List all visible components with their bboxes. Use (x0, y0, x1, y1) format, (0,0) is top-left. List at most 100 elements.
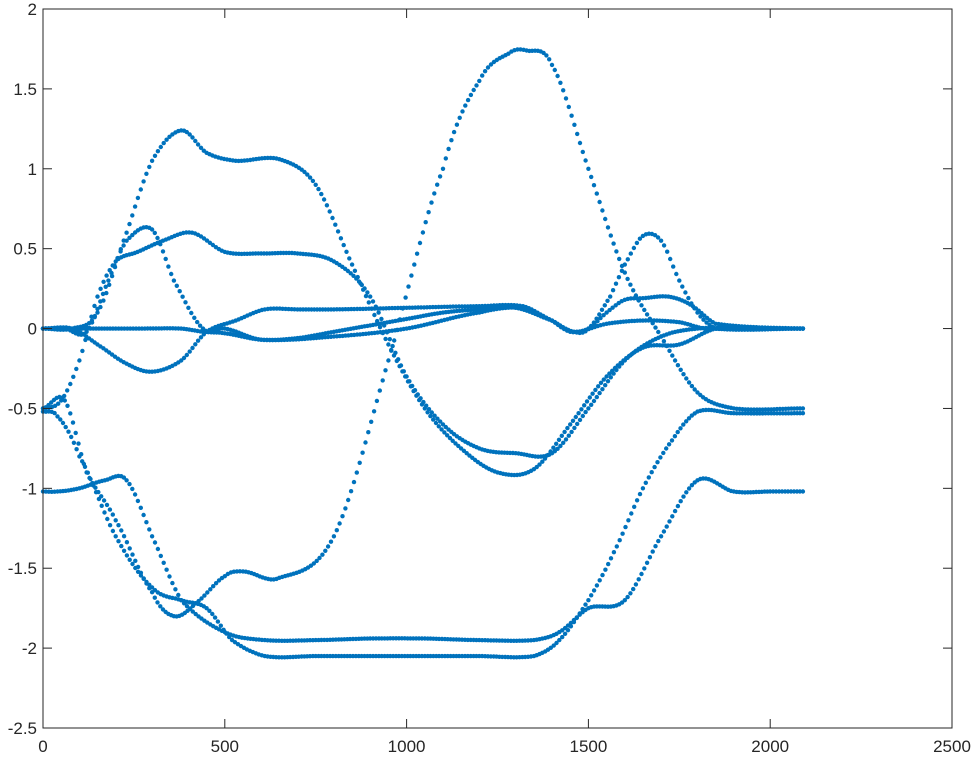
data-point (433, 420, 439, 426)
data-point (463, 103, 468, 108)
x-axis-tick-labels: 0 500 1000 1500 2000 2500 (38, 737, 971, 756)
data-point (380, 378, 385, 383)
data-point (221, 627, 226, 632)
data-point (56, 401, 61, 406)
data-point (195, 338, 201, 343)
data-point (98, 286, 103, 291)
data-point (623, 524, 628, 530)
data-point (611, 371, 616, 376)
data-point (138, 570, 144, 575)
data-point (327, 209, 332, 214)
data-point (383, 336, 388, 342)
data-point (61, 393, 67, 399)
data-point (661, 243, 667, 248)
data-point (592, 321, 597, 327)
data-point (205, 590, 210, 595)
data-point (147, 164, 152, 170)
data-point (554, 640, 559, 646)
data-point (480, 73, 485, 78)
data-point (639, 571, 644, 577)
data-point (559, 433, 564, 438)
data-point (614, 367, 619, 373)
data-point (626, 518, 631, 523)
data-point (565, 425, 570, 431)
data-point (87, 475, 92, 481)
data-point (334, 528, 339, 533)
data-point (158, 604, 163, 609)
data-point (155, 546, 161, 552)
data-point (351, 479, 357, 485)
data-point (580, 606, 585, 612)
data-point (614, 249, 619, 254)
data-point (563, 96, 569, 101)
data-point (196, 598, 201, 604)
data-point (77, 358, 82, 363)
data-point (580, 413, 585, 419)
data-point (317, 555, 322, 561)
data-point (189, 310, 194, 316)
data-point (432, 191, 437, 196)
data-point (83, 337, 88, 343)
data-point (69, 434, 74, 440)
data-point (66, 429, 71, 434)
data-point (617, 256, 622, 262)
data-point (335, 229, 341, 234)
data-point (669, 438, 675, 443)
data-point (409, 273, 414, 278)
data-point (622, 598, 627, 603)
series-4 (40, 47, 806, 619)
data-point (658, 455, 663, 460)
data-point (65, 403, 70, 408)
data-point (655, 460, 660, 465)
data-point (149, 158, 155, 163)
data-point (689, 383, 695, 389)
data-point (684, 490, 689, 495)
data-point (675, 363, 681, 368)
data-point (566, 433, 571, 438)
data-point (583, 409, 588, 415)
data-point (457, 115, 462, 121)
data-point (692, 387, 697, 392)
data-point (179, 358, 184, 363)
data-point (675, 503, 681, 509)
data-point (398, 363, 404, 368)
data-point (149, 227, 155, 232)
data-point (147, 586, 152, 591)
data-point (330, 215, 335, 221)
data-point (446, 146, 451, 152)
data-point (76, 441, 81, 446)
data-point (598, 315, 603, 321)
data-point (684, 376, 689, 381)
data-point (393, 350, 398, 355)
data-point (360, 450, 365, 455)
data-point (351, 273, 356, 278)
y-tick-label: -0.5 (8, 399, 37, 418)
data-point (667, 348, 672, 353)
data-point (558, 443, 563, 449)
data-point (701, 317, 706, 322)
data-point (187, 132, 192, 137)
data-point (68, 411, 73, 416)
data-point (65, 388, 70, 393)
data-point (127, 221, 132, 227)
data-point (84, 470, 89, 475)
data-point (563, 437, 569, 442)
data-point (127, 546, 132, 551)
data-point (161, 140, 166, 146)
data-point (121, 534, 127, 539)
data-point (365, 290, 370, 295)
data-point (568, 624, 574, 629)
data-point (161, 560, 166, 565)
data-point (190, 135, 195, 140)
data-point (670, 514, 675, 519)
data-point (71, 440, 77, 445)
data-point (158, 242, 163, 247)
data-point (95, 294, 100, 299)
data-point (98, 299, 103, 304)
data-point (407, 379, 412, 384)
data-point (649, 470, 654, 475)
data-point (571, 619, 577, 625)
data-point (195, 319, 200, 325)
y-tick-label: 0.5 (13, 240, 37, 259)
data-point (477, 78, 482, 84)
